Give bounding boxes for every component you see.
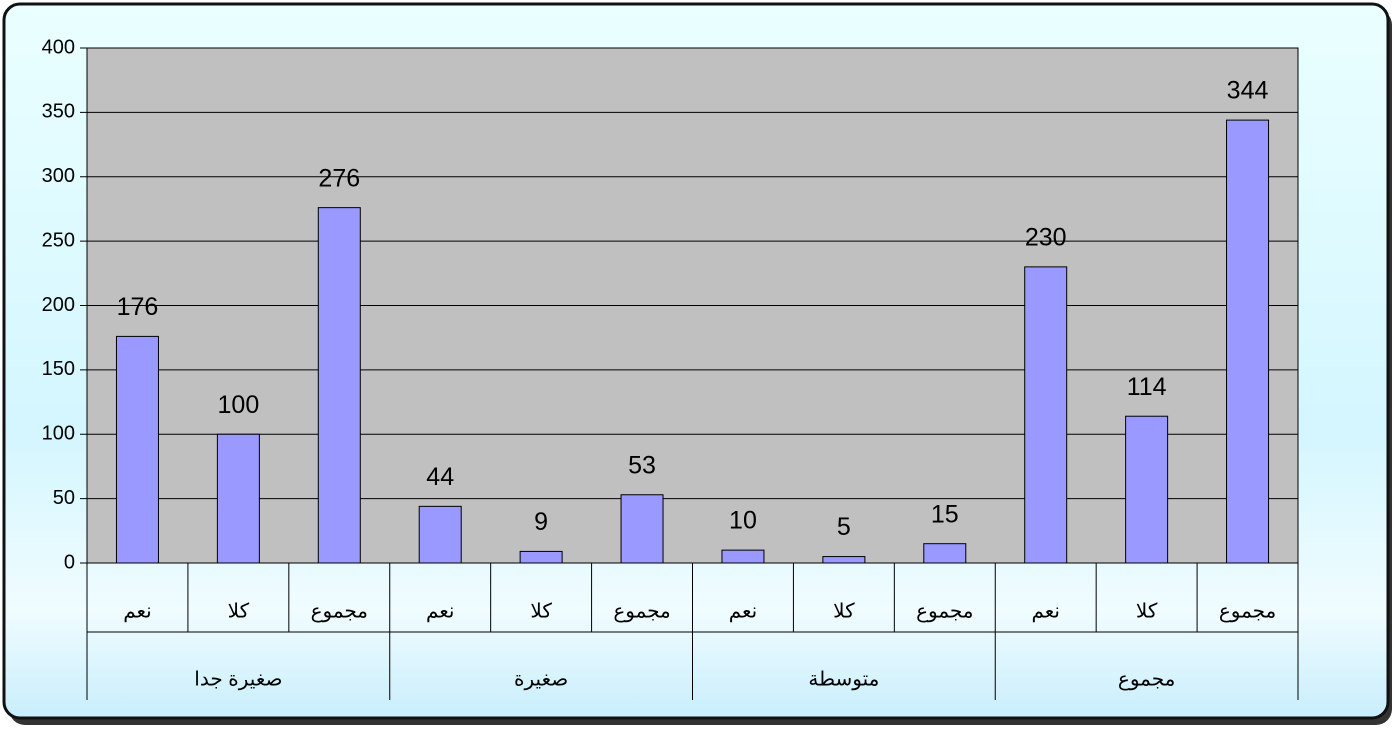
data-label: 5 xyxy=(837,513,851,541)
bar xyxy=(1125,415,1169,564)
data-label: 10 xyxy=(729,507,757,535)
y-tick-label: 350 xyxy=(42,101,75,123)
x-tick-label: نعم xyxy=(426,600,455,622)
data-label: 100 xyxy=(218,391,260,419)
x-tick-label: كلا xyxy=(833,600,855,622)
y-tick-label: 250 xyxy=(42,229,75,251)
bar xyxy=(721,549,765,564)
bar xyxy=(519,550,563,564)
bar xyxy=(1024,266,1068,564)
data-label: 276 xyxy=(318,164,360,192)
x-tick-label: مجموع xyxy=(916,600,973,622)
group-label: صغيرة xyxy=(514,668,568,690)
x-tick-label: مجموع xyxy=(1219,600,1276,622)
data-label: 15 xyxy=(931,500,959,528)
x-tick-label: كلا xyxy=(228,600,250,622)
bar xyxy=(822,556,866,564)
x-tick-label: مجموع xyxy=(311,600,368,622)
data-label: 53 xyxy=(628,451,656,479)
x-tick-label: كلا xyxy=(530,600,552,622)
group-label: صغيرة جدا xyxy=(194,668,282,690)
y-tick-label: 0 xyxy=(64,551,75,573)
data-label: 176 xyxy=(117,293,159,321)
bar xyxy=(620,494,664,564)
group-label: متوسطة xyxy=(808,668,879,690)
x-tick-label: كلا xyxy=(1136,600,1158,622)
data-label: 344 xyxy=(1227,77,1269,105)
data-label: 44 xyxy=(426,463,454,491)
group-label: مجموع xyxy=(1118,668,1175,690)
y-tick-label: 150 xyxy=(42,358,75,380)
y-tick-label: 50 xyxy=(53,487,75,509)
data-label: 9 xyxy=(534,508,548,536)
x-tick-label: مجموع xyxy=(613,600,670,622)
x-tick-label: نعم xyxy=(123,600,152,622)
bar xyxy=(1226,119,1270,564)
bar xyxy=(418,505,462,564)
bar xyxy=(115,335,159,564)
bar xyxy=(317,207,361,564)
x-tick-label: نعم xyxy=(1031,600,1060,622)
y-tick-label: 400 xyxy=(42,36,75,58)
x-tick-label: نعم xyxy=(729,600,758,622)
y-tick-label: 300 xyxy=(42,165,75,187)
y-tick-label: 200 xyxy=(42,294,75,316)
y-tick-label: 100 xyxy=(42,423,75,445)
data-label: 230 xyxy=(1025,223,1067,251)
data-label: 114 xyxy=(1127,373,1167,401)
bar xyxy=(216,433,260,564)
bar xyxy=(923,543,967,564)
